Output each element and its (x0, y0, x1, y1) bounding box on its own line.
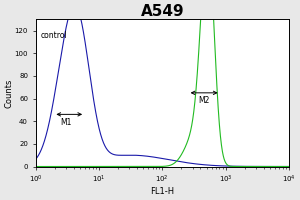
Title: A549: A549 (140, 4, 184, 19)
Text: M2: M2 (198, 96, 210, 105)
X-axis label: FL1-H: FL1-H (150, 187, 174, 196)
Text: M1: M1 (60, 118, 72, 127)
Y-axis label: Counts: Counts (4, 78, 13, 108)
Text: control: control (41, 31, 68, 40)
